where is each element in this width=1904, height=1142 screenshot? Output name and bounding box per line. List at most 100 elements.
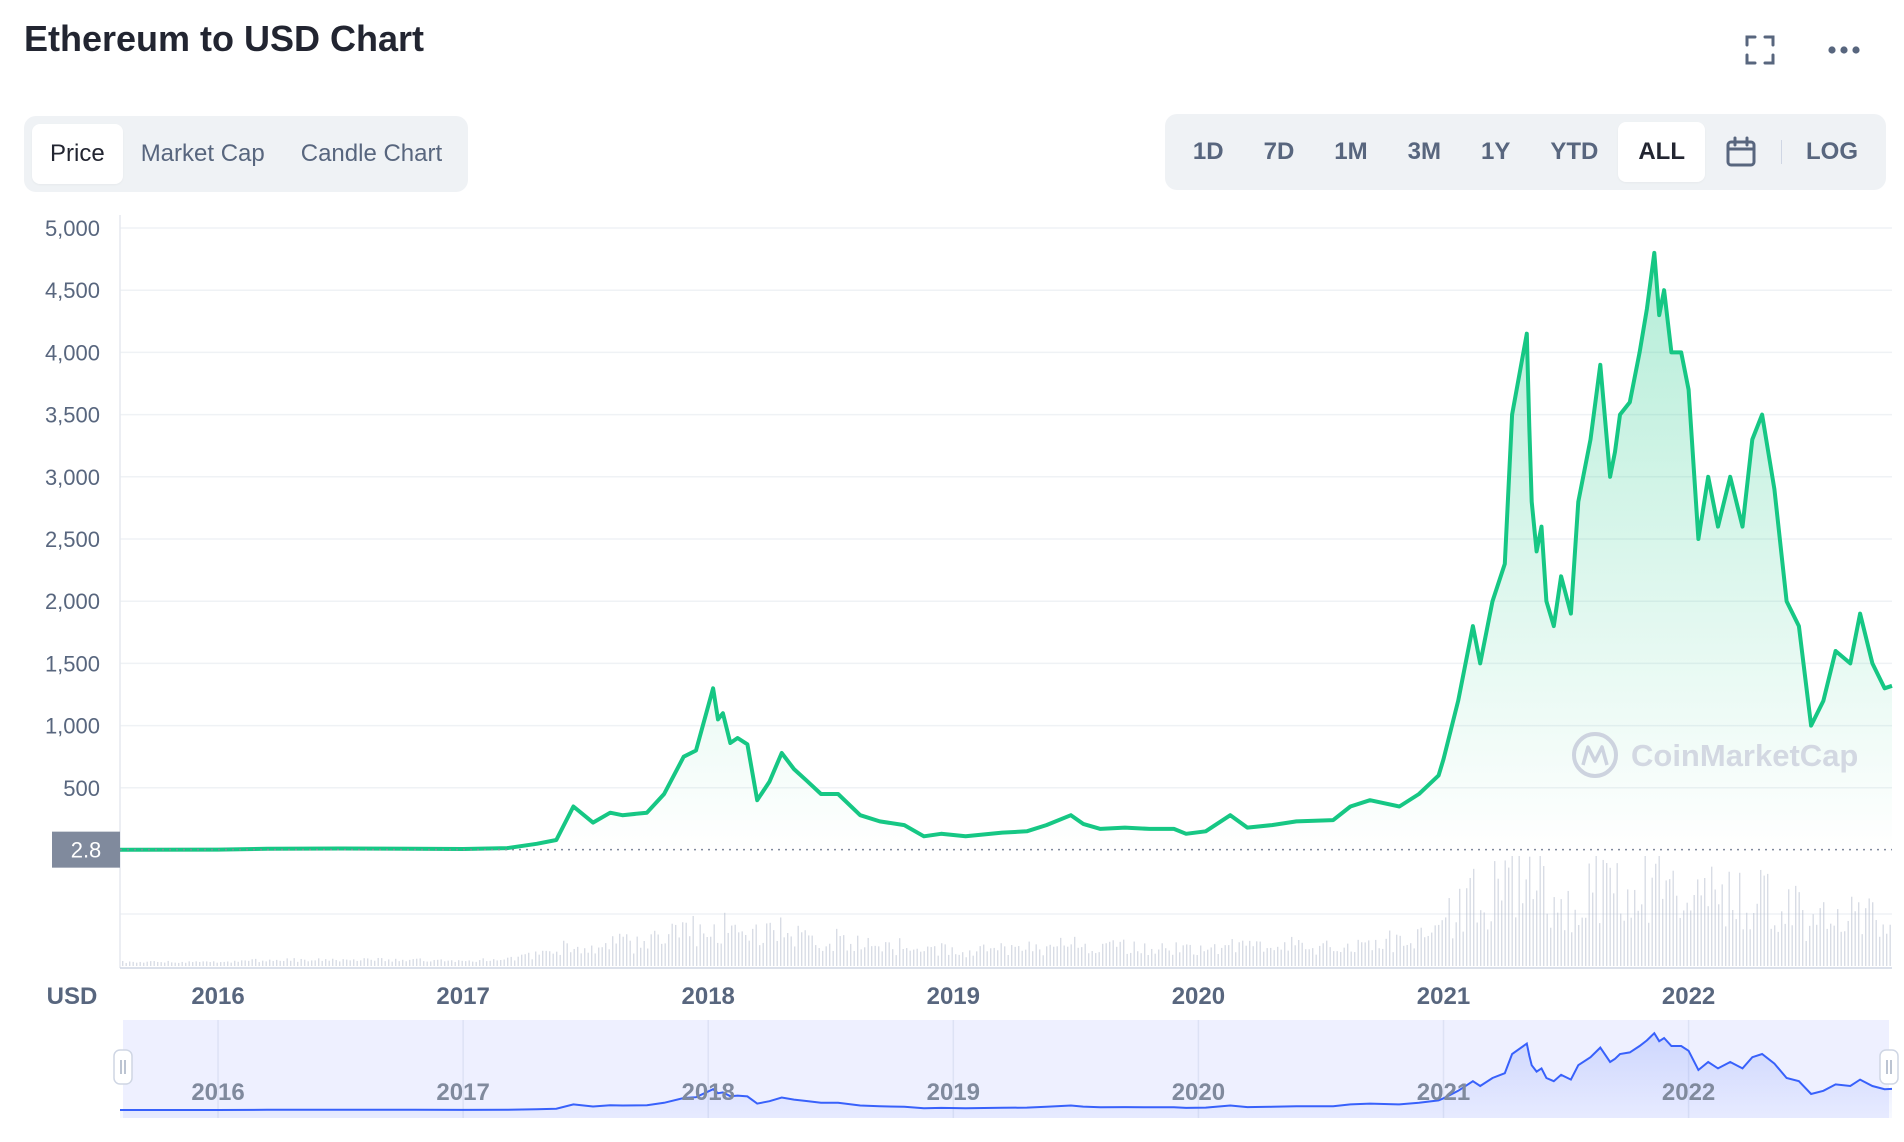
volume-bar — [1529, 856, 1531, 966]
volume-bar — [1179, 952, 1181, 966]
volume-bar — [1777, 931, 1779, 966]
volume-bar — [661, 943, 663, 966]
volume-bar — [1683, 910, 1685, 966]
range-7d-button[interactable]: 7D — [1263, 138, 1295, 165]
log-scale-toggle[interactable]: LOG — [1806, 138, 1858, 165]
volume-bar — [573, 948, 575, 966]
volume-bar — [1116, 946, 1118, 966]
navigator-right-handle[interactable] — [1879, 1049, 1899, 1085]
navigator-tick-label: 2018 — [682, 1079, 735, 1106]
range-1y-button[interactable]: 1Y — [1480, 138, 1511, 165]
navigator-left-handle[interactable] — [113, 1049, 133, 1085]
volume-bar — [1826, 928, 1828, 966]
volume-bar — [1431, 932, 1433, 966]
volume-bar — [1084, 943, 1086, 966]
fullscreen-button[interactable] — [1740, 30, 1780, 70]
volume-bar — [1809, 925, 1811, 966]
volume-bar — [1294, 945, 1296, 966]
volume-bar — [846, 950, 848, 966]
volume-bar — [1851, 896, 1853, 966]
volume-bar — [412, 959, 414, 966]
volume-bar — [1427, 935, 1429, 966]
volume-bar — [1501, 900, 1503, 966]
volume-bar — [1424, 937, 1426, 966]
volume-bar — [143, 962, 145, 966]
volume-bar — [356, 960, 358, 966]
volume-bar — [1844, 931, 1846, 966]
volume-bar — [1795, 885, 1797, 966]
watermark: CoinMarketCap — [1572, 732, 1858, 778]
volume-bar — [153, 961, 155, 966]
volume-bar — [1389, 930, 1391, 966]
volume-bar — [437, 959, 439, 966]
y-tick-label: 2,000 — [45, 589, 100, 614]
tab-candle-chart[interactable]: Candle Chart — [300, 140, 443, 167]
volume-bar — [1238, 942, 1240, 966]
more-button[interactable] — [1824, 30, 1864, 70]
y-tick-label: 2,500 — [45, 527, 100, 552]
x-tick-label: 2016 — [191, 983, 244, 1010]
price-line — [119, 250, 1893, 852]
volume-bar — [1207, 949, 1209, 966]
volume-bar — [1879, 936, 1881, 966]
range-1d-button[interactable]: 1D — [1192, 138, 1224, 165]
volume-bar — [580, 953, 582, 966]
volume-bar — [1627, 889, 1629, 966]
volume-bar — [136, 962, 138, 966]
volume-bar — [1567, 890, 1569, 966]
volume-bar — [881, 951, 883, 966]
volume-bar — [958, 954, 960, 966]
volume-bar — [1763, 875, 1765, 966]
price-area-fill — [120, 252, 1892, 850]
volume-bar — [1504, 860, 1506, 966]
volume-bar — [948, 954, 950, 966]
volume-bar — [423, 961, 425, 966]
tab-market-cap[interactable]: Market Cap — [140, 140, 265, 167]
volume-bar — [955, 954, 957, 966]
range-3m-button[interactable]: 3M — [1407, 138, 1441, 165]
volume-bar — [244, 960, 246, 966]
volume-bar — [1816, 924, 1818, 966]
volume-bar — [1550, 927, 1552, 966]
volume-bar — [1329, 947, 1331, 966]
volume-bar — [937, 955, 939, 966]
range-navigator[interactable]: 2016 2017 2018 2019 2020 2021 2022 — [113, 1020, 1899, 1118]
volume-bar — [514, 960, 516, 966]
volume-bar — [1602, 859, 1604, 966]
volume-bar — [1868, 898, 1870, 966]
volume-bar — [930, 947, 932, 966]
volume-bar — [860, 949, 862, 966]
volume-bar — [804, 930, 806, 966]
volume-bar — [643, 941, 645, 966]
volume-bar — [909, 950, 911, 966]
volume-bar — [752, 928, 754, 966]
volume-bar — [528, 952, 530, 966]
y-tick-label: 1,500 — [45, 651, 100, 676]
volume-bar — [633, 953, 635, 966]
range-ytd-button[interactable]: YTD — [1550, 138, 1599, 165]
volume-bar — [612, 936, 614, 966]
volume-bar — [1539, 856, 1541, 966]
volume-bar — [1522, 903, 1524, 966]
volume-bar — [1231, 939, 1233, 966]
volume-bar — [283, 960, 285, 966]
more-dots-icon — [1828, 46, 1860, 54]
x-tick-label: 2019 — [927, 983, 980, 1010]
volume-bar — [951, 947, 953, 966]
volume-bar — [587, 952, 589, 966]
range-all-button[interactable]: ALL — [1618, 122, 1705, 182]
volume-bar — [1284, 942, 1286, 966]
tab-price[interactable]: Price — [32, 124, 123, 184]
volume-bar — [741, 931, 743, 966]
volume-bar — [1322, 943, 1324, 966]
y-tick-label: 4,000 — [45, 340, 100, 365]
volume-bar — [1718, 904, 1720, 966]
volume-bar — [1228, 945, 1230, 966]
calendar-button[interactable] — [1705, 122, 1777, 182]
volume-bar — [657, 934, 659, 966]
range-1m-button[interactable]: 1M — [1334, 138, 1368, 165]
volume-bar — [1739, 872, 1741, 966]
coinmarketcap-logo-mark — [1581, 745, 1609, 766]
x-tick-label: 2022 — [1662, 983, 1715, 1010]
